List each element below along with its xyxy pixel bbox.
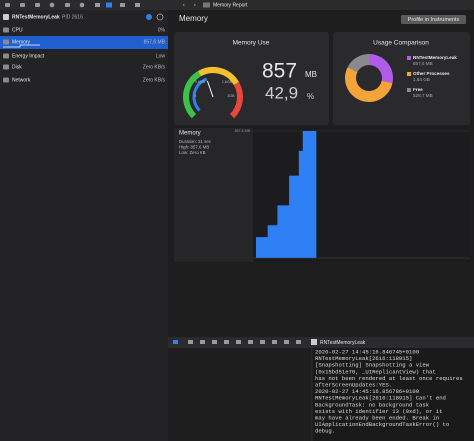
- percent-value: 42,9: [265, 83, 298, 102]
- row-name[interactable]: CPU: [12, 27, 23, 33]
- row-name[interactable]: Memory: [12, 39, 31, 45]
- timeline-stat: High: 857,6 MB: [179, 145, 209, 150]
- timeline-title: Memory: [179, 131, 201, 137]
- console-line: 2020-02-27 14:45:16.846745+0100: [315, 348, 420, 355]
- donut-segment: [345, 67, 393, 102]
- gauge: 0 0,6GB 1,6GB 3GB: [183, 67, 243, 119]
- console-line: exists with identifier 13 (0xd), or it: [315, 408, 443, 415]
- usage-title: Usage Comparison: [373, 40, 429, 47]
- row-value: Zero KB/s: [143, 64, 166, 70]
- row-icon: [3, 53, 9, 59]
- selected-row[interactable]: [0, 36, 168, 49]
- report-icon: [203, 2, 210, 8]
- legend-swatch: [407, 56, 411, 60]
- console-line: 2020-02-27 14:45:16.856786+0100: [315, 388, 420, 395]
- profile-button[interactable]: [401, 15, 466, 24]
- pause-button[interactable]: [146, 14, 152, 20]
- debug-target: RNTestMemoryLeak: [320, 340, 366, 346]
- process-name: RNTestMemoryLeak: [12, 14, 60, 20]
- jump-bar-title: Memory Report: [213, 2, 248, 8]
- console-output: 2020-02-27 14:45:16.846745+0100RNTestMem…: [315, 348, 463, 434]
- memory-use-title: Memory Use: [233, 40, 270, 47]
- gauge-band: [198, 67, 239, 86]
- gauge-scale-label: 0: [194, 94, 196, 98]
- legend-value: 1,64 GB: [413, 77, 430, 82]
- nav-forward[interactable]: ›: [194, 2, 196, 8]
- row-value: 857,6 MB: [144, 39, 166, 45]
- row-icon: [3, 39, 9, 45]
- console-line: debug.: [315, 428, 335, 435]
- donut-segment: [347, 54, 369, 73]
- debug-button[interactable]: [156, 13, 164, 21]
- console-line: may have already been ended. Break in: [315, 414, 439, 421]
- console-line: has not been rendered at least once requ…: [315, 375, 463, 382]
- memory-area: [256, 131, 317, 258]
- timeline-stat: Duration: 31 sec: [179, 139, 212, 144]
- legend-name: Other Processes: [413, 71, 450, 76]
- console-line: (0x15bd51e70, _UIReplicantView) that: [315, 368, 436, 375]
- row-name[interactable]: Energy Impact: [12, 53, 45, 59]
- y-tick-label: 857,6 MB: [235, 129, 251, 133]
- legend-swatch: [407, 72, 411, 76]
- console-line: RNTestMemoryLeak[2616:118915] Can't end: [315, 395, 446, 402]
- row-name[interactable]: Network: [12, 77, 31, 83]
- jump-bar-bg: [168, 0, 474, 10]
- timeline-stat: Low: Zero KB: [179, 150, 206, 155]
- variables-view: [168, 348, 312, 441]
- console-view: [312, 348, 474, 441]
- gauge-scale-label: 1,6GB: [222, 80, 233, 84]
- app-icon: [3, 14, 9, 20]
- row-name[interactable]: Disk: [12, 64, 22, 70]
- percent-unit: %: [307, 92, 314, 101]
- report-title: Memory: [179, 14, 208, 23]
- memory-use-card: [174, 32, 329, 125]
- gauge-value-arc: [192, 77, 208, 112]
- debug-icons: [173, 339, 317, 345]
- console-line: BackgroundTask: no background task: [315, 401, 430, 408]
- legend-value: 857,6 MB: [413, 61, 433, 66]
- gauge-scale-label: 0,6GB: [195, 80, 206, 84]
- memory-unit: MB: [305, 70, 317, 79]
- gauge-band: [229, 82, 243, 119]
- row-icon: [3, 27, 9, 33]
- process-pid: PID 2616: [62, 14, 83, 20]
- row-value: Low: [156, 53, 166, 59]
- gauge-scale-label: 3GB: [227, 94, 235, 98]
- console-line: afterScreenUpdates:YES.: [315, 381, 392, 388]
- debug-bar: [168, 337, 474, 348]
- navigator-icons: [5, 2, 140, 8]
- row-value: Zero KB/s: [143, 77, 166, 83]
- row-sparkline: [3, 44, 40, 48]
- timeline-chart: 857,6 MB: [235, 129, 470, 259]
- console-line: UIApplicationEndBackgroundTaskError() to: [315, 421, 449, 428]
- navigator-rows: CPU 0% Memory 857,6 MB Energy Impact Low Disk Z…: [3, 27, 166, 83]
- legend-value: 528,7 MB: [413, 93, 433, 98]
- gauge-band: [183, 71, 202, 119]
- row-icon: [3, 64, 9, 70]
- gauge-needle: [206, 80, 214, 98]
- profile-button-label: Profile in Instruments: [408, 17, 460, 23]
- console-line: RNTestMemoryLeak[2616:118915]: [315, 355, 412, 362]
- row-icon: [3, 77, 9, 83]
- console-line: [Snapshotting] Snapshotting a view: [315, 362, 430, 369]
- legend-swatch: [407, 88, 411, 92]
- navigator-bg: [0, 0, 168, 441]
- nav-back[interactable]: ‹: [183, 2, 185, 8]
- row-value: 0%: [158, 27, 166, 33]
- legend-name: Free: [413, 87, 423, 92]
- donut-segment: [369, 54, 393, 83]
- legend-name: RNTestMemoryLeak: [413, 55, 457, 60]
- memory-value: 857: [262, 60, 297, 83]
